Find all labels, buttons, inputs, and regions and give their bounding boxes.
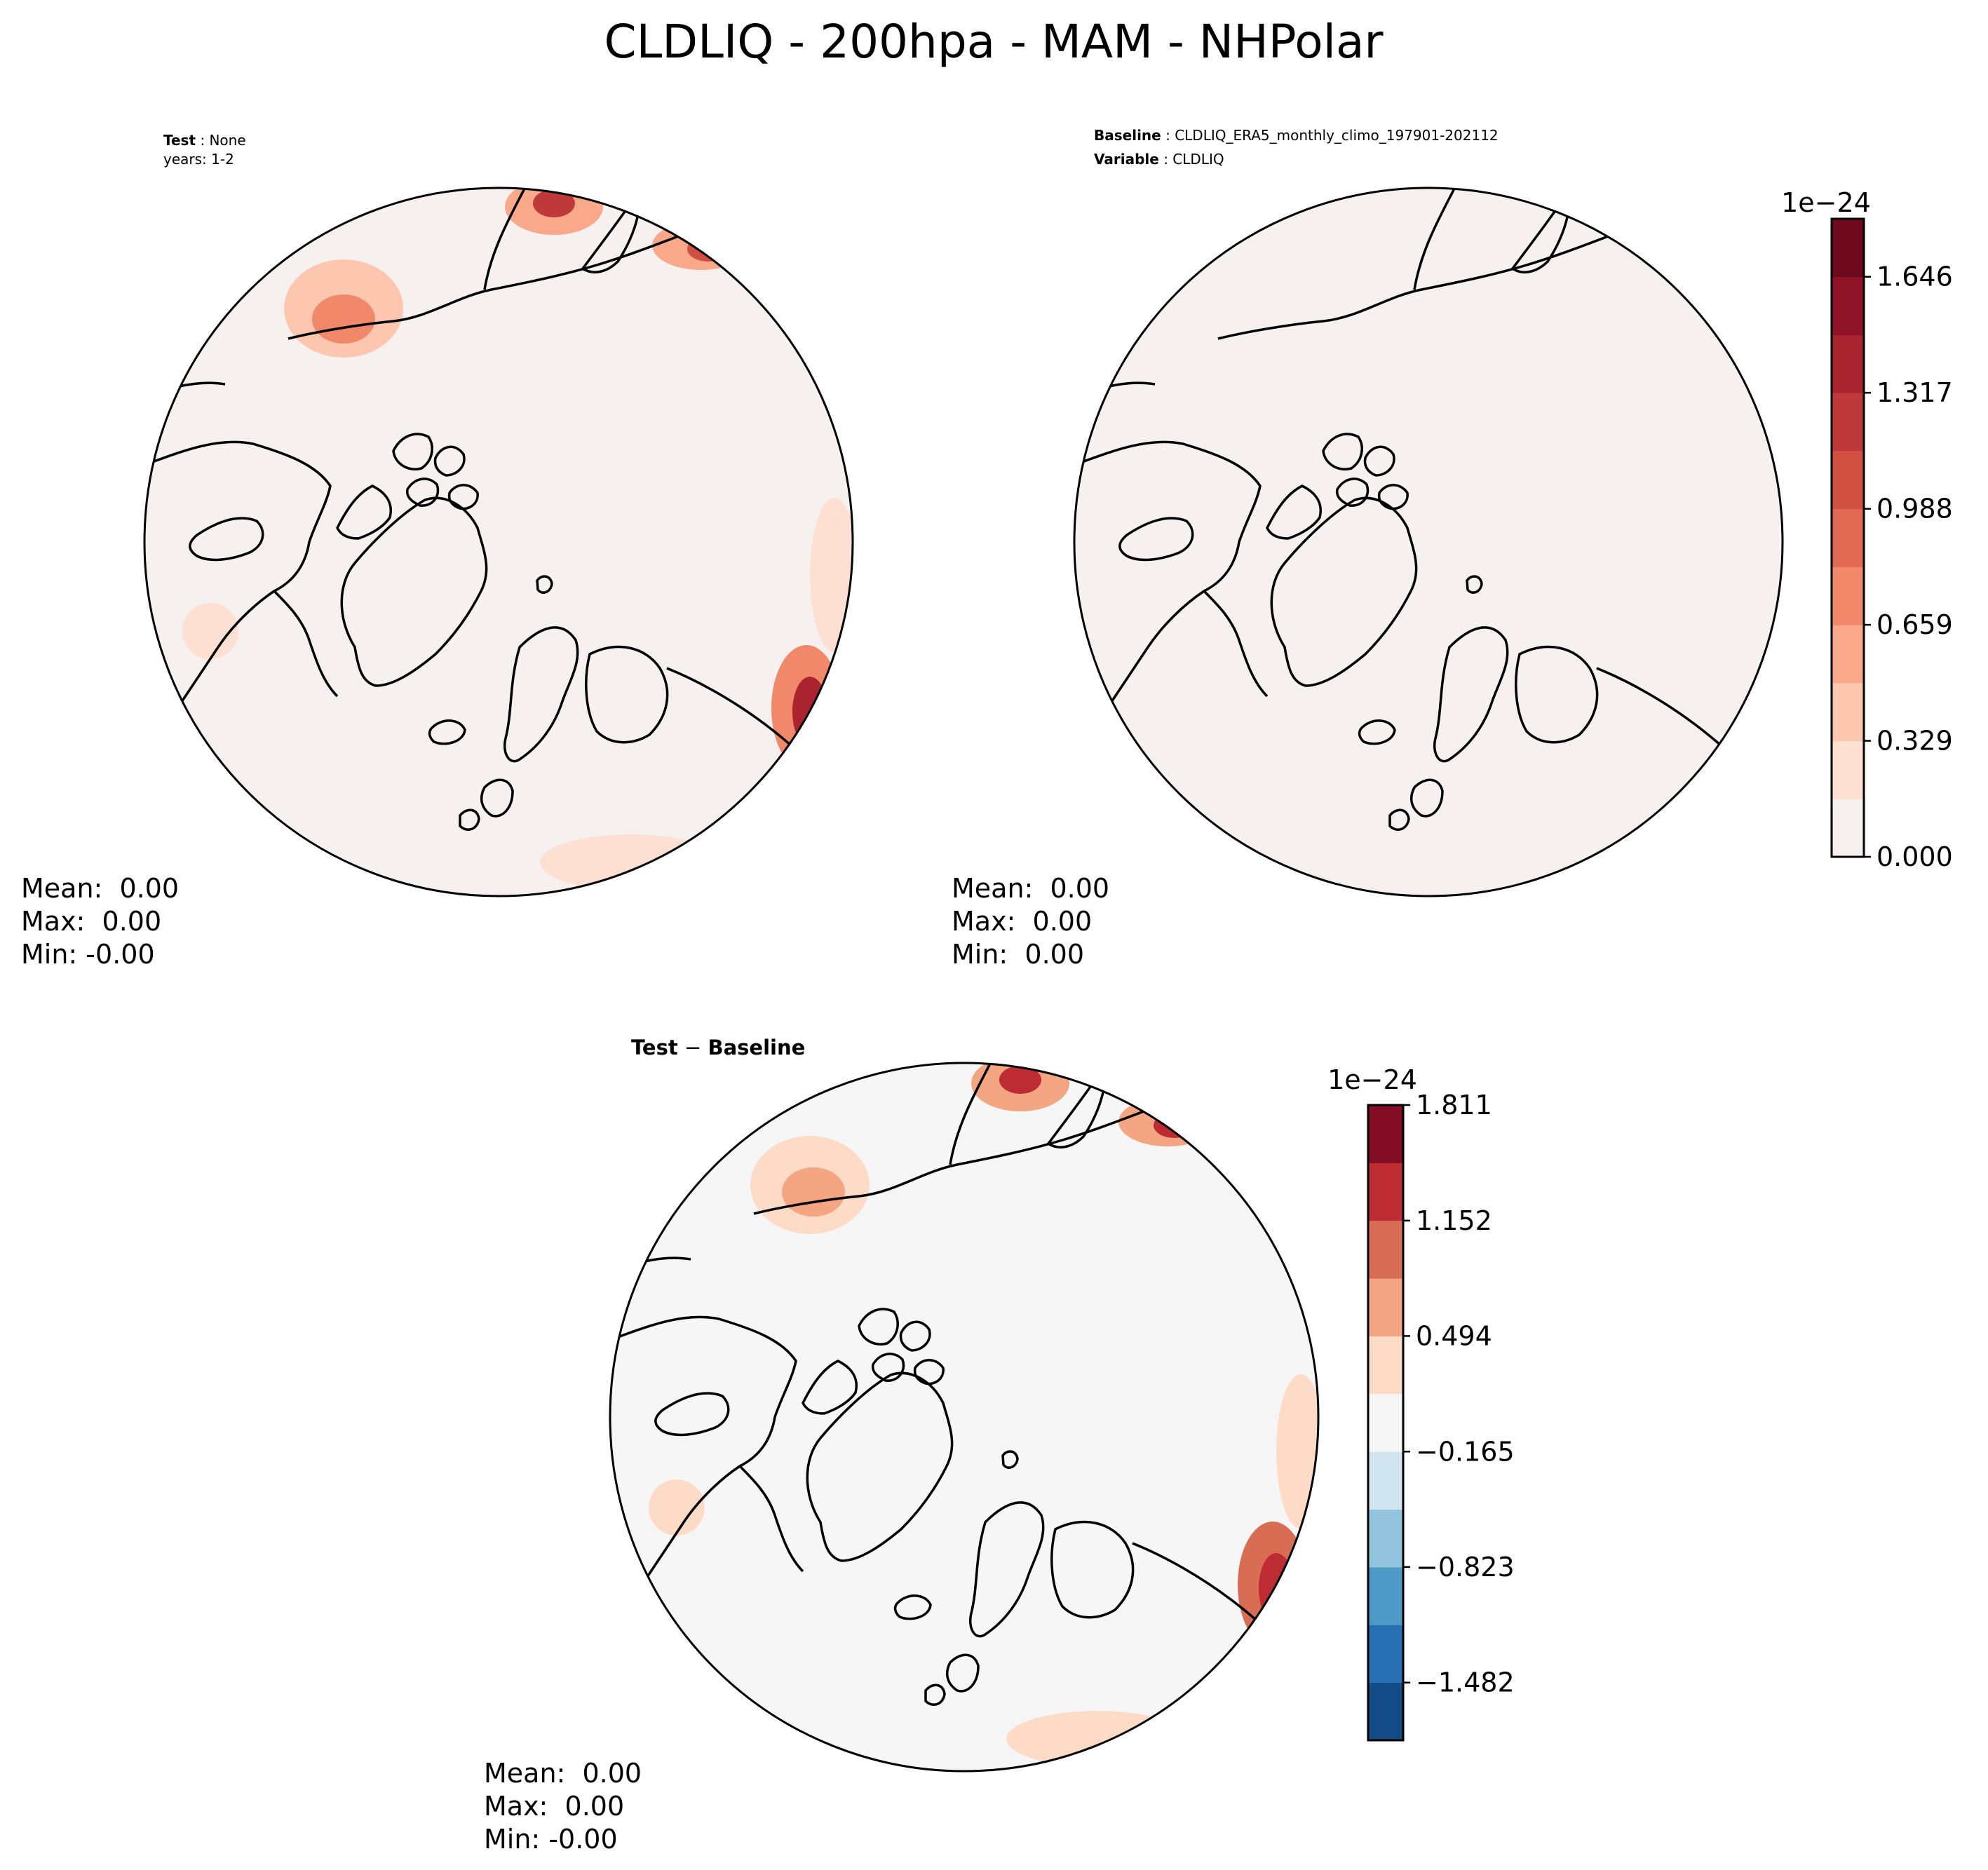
colorbar-diff-tick-label: 0.494 bbox=[1416, 1320, 1492, 1351]
colorbar-diff-segment bbox=[1368, 1105, 1403, 1163]
colorbar-diff-segment bbox=[1368, 1278, 1403, 1336]
colorbar-baseline-tick-label: 1.317 bbox=[1877, 377, 1953, 408]
colorbar-baseline-tick-label: 0.659 bbox=[1877, 609, 1953, 640]
map-test-background bbox=[144, 188, 853, 896]
panel-baseline-label: Baseline : CLDLIQ_ERA5_monthly_climo_197… bbox=[1094, 127, 1499, 144]
colorbar-diff-segment bbox=[1368, 1393, 1403, 1452]
panel-test-label: Test : None bbox=[163, 132, 246, 149]
hotspot-test-kamchatka bbox=[652, 221, 750, 270]
panel-test: Test : None years: 1-2 Mean: 0. bbox=[21, 132, 854, 970]
stat-max: Max: 0.00 bbox=[484, 1791, 624, 1822]
colorbar-baseline-tick-label: 0.329 bbox=[1877, 726, 1953, 757]
colorbar-baseline-segment bbox=[1832, 393, 1864, 452]
hotspot-diff-south bbox=[1006, 1711, 1189, 1767]
colorbar-diff-scale: 1e−24 bbox=[1327, 1064, 1417, 1095]
colorbar-diff-tick-label: 1.811 bbox=[1416, 1090, 1492, 1120]
hotspot-diff-kamchatka-core bbox=[1154, 1113, 1196, 1138]
panel-diff-stats: Mean: 0.00 Max: 0.00 Min: -0.00 bbox=[484, 1758, 642, 1855]
colorbar-baseline-tick-label: 0.000 bbox=[1877, 841, 1953, 872]
panel-baseline-variable-value: CLDLIQ bbox=[1172, 151, 1224, 168]
panel-diff-title-b: Baseline bbox=[708, 1036, 805, 1059]
colorbar-baseline-segment bbox=[1832, 625, 1864, 684]
map-baseline-border bbox=[1073, 187, 1784, 897]
hotspot-diff-atlantic-core bbox=[1259, 1553, 1294, 1623]
figure-title: CLDLIQ - 200hpa - MAM - NHPolar bbox=[604, 15, 1384, 69]
colorbar-baseline-segment bbox=[1832, 740, 1864, 799]
colorbar-baseline-frame bbox=[1830, 217, 1865, 858]
colorbar-baseline-segment bbox=[1832, 799, 1864, 858]
colorbar-diff-tick-label: −0.823 bbox=[1416, 1552, 1515, 1583]
hotspot-diff-west bbox=[649, 1479, 705, 1536]
hotspot-diff-siberia-core bbox=[782, 1167, 845, 1217]
colorbar-diff: 1e−24 −1.482 −0.823 −0.165 0.494 1.152 1.811 bbox=[1327, 1064, 1515, 1742]
colorbar-diff-segment bbox=[1368, 1682, 1403, 1741]
panel-baseline: Baseline : CLDLIQ_ERA5_monthly_climo_197… bbox=[952, 127, 1953, 970]
panel-test-label-value: None bbox=[209, 132, 245, 149]
map-test bbox=[143, 187, 854, 897]
hotspot-test-south bbox=[540, 834, 722, 890]
colorbar-baseline-segment bbox=[1832, 682, 1864, 742]
panel-test-years: years: 1-2 bbox=[163, 151, 234, 168]
stat-mean: Mean: 0.00 bbox=[952, 873, 1109, 904]
colorbar-diff-segment bbox=[1368, 1566, 1403, 1625]
map-test-border bbox=[143, 187, 854, 897]
colorbar-baseline-segment bbox=[1832, 219, 1864, 278]
stat-max: Max: 0.00 bbox=[952, 906, 1092, 937]
map-diff bbox=[609, 1062, 1320, 1773]
panel-test-label-key: Test bbox=[163, 132, 196, 149]
hotspot-diff-kamchatka bbox=[1118, 1097, 1217, 1146]
colorbar-diff-tick-label: −0.165 bbox=[1416, 1436, 1515, 1467]
colorbar-diff-tick-label: 1.152 bbox=[1416, 1205, 1492, 1236]
colorbar-baseline-tick-label: 0.988 bbox=[1877, 494, 1953, 524]
panel-diff-title: Test − Baseline bbox=[631, 1036, 805, 1059]
colorbar-baseline-segment bbox=[1832, 450, 1864, 510]
panel-baseline-variable: Variable : CLDLIQ bbox=[1094, 151, 1224, 168]
colorbar-diff-frame bbox=[1367, 1104, 1405, 1742]
colorbar-diff-tick-label: −1.482 bbox=[1416, 1667, 1515, 1698]
map-diff-background bbox=[610, 1063, 1318, 1771]
colorbar-diff-segment bbox=[1368, 1220, 1403, 1279]
panel-test-stats: Mean: 0.00 Max: 0.00 Min: -0.00 bbox=[21, 873, 179, 970]
panel-baseline-label-value: CLDLIQ_ERA5_monthly_climo_197901-202112 bbox=[1175, 127, 1498, 144]
colorbar-baseline-segment bbox=[1832, 334, 1864, 393]
panel-diff-title-sep: − bbox=[678, 1036, 708, 1059]
map-baseline bbox=[1073, 187, 1784, 897]
colorbar-baseline-segment bbox=[1832, 567, 1864, 625]
panel-diff-title-a: Test bbox=[631, 1036, 678, 1059]
colorbar-baseline-segment bbox=[1832, 276, 1864, 335]
stat-min: Min: -0.00 bbox=[484, 1824, 618, 1855]
map-baseline-background bbox=[1074, 188, 1783, 896]
hotspot-test-siberia-core bbox=[312, 294, 375, 344]
colorbar-diff-segment bbox=[1368, 1625, 1403, 1683]
colorbar-baseline-scale: 1e−24 bbox=[1781, 187, 1871, 218]
hotspot-test-west bbox=[182, 603, 238, 659]
stat-min: Min: 0.00 bbox=[952, 939, 1084, 970]
colorbar-diff-segment bbox=[1368, 1336, 1403, 1395]
colorbar-diff-segment bbox=[1368, 1163, 1403, 1221]
hotspot-test-bering-core bbox=[533, 189, 575, 217]
colorbar-diff-segment bbox=[1368, 1509, 1403, 1568]
map-diff-border bbox=[609, 1062, 1320, 1773]
colorbar-baseline: 1e−24 0.000 0.329 0.659 0.988 1.317 1.646 bbox=[1781, 187, 1953, 872]
stat-min: Min: -0.00 bbox=[21, 939, 155, 970]
stat-mean: Mean: 0.00 bbox=[21, 873, 179, 904]
hotspot-diff-bering-core bbox=[999, 1066, 1041, 1094]
colorbar-diff-segment bbox=[1368, 1451, 1403, 1510]
panel-diff: Test − Baseline Mean: 0.00 Ma bbox=[484, 1036, 1515, 1855]
colorbar-baseline-segment bbox=[1832, 508, 1864, 567]
stat-mean: Mean: 0.00 bbox=[484, 1758, 642, 1789]
panel-baseline-label-key: Baseline bbox=[1094, 127, 1161, 144]
colorbar-baseline-tick-label: 1.646 bbox=[1877, 262, 1953, 292]
stat-max: Max: 0.00 bbox=[21, 906, 161, 937]
panel-baseline-variable-key: Variable bbox=[1094, 151, 1159, 168]
panel-baseline-stats: Mean: 0.00 Max: 0.00 Min: 0.00 bbox=[952, 873, 1109, 970]
